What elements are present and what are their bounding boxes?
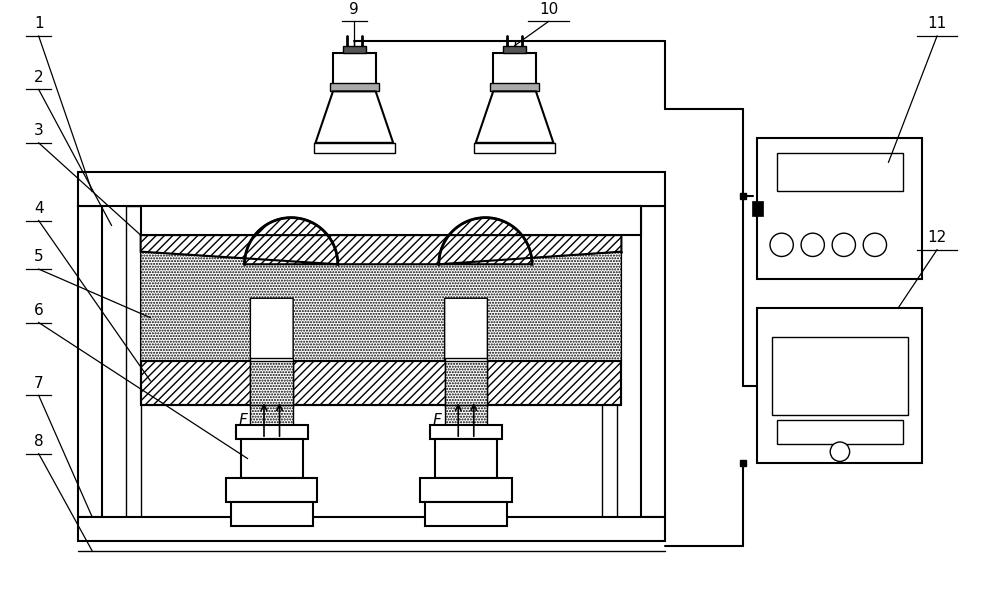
Bar bbox=[141, 206, 641, 235]
Polygon shape bbox=[141, 217, 621, 264]
Bar bbox=[78, 172, 665, 206]
Bar bbox=[777, 420, 903, 444]
Bar bbox=[78, 517, 665, 541]
Bar bbox=[435, 439, 497, 478]
Text: $F$: $F$ bbox=[432, 411, 443, 427]
Circle shape bbox=[830, 442, 850, 462]
Bar bbox=[757, 308, 922, 463]
Text: 2: 2 bbox=[34, 70, 43, 85]
Circle shape bbox=[863, 233, 887, 256]
Bar bbox=[430, 424, 502, 439]
Text: 3: 3 bbox=[34, 123, 44, 138]
Bar bbox=[757, 138, 922, 279]
Text: 6: 6 bbox=[34, 303, 44, 318]
Bar bbox=[490, 83, 539, 92]
Bar bbox=[236, 424, 308, 439]
Bar bbox=[420, 478, 512, 502]
Bar bbox=[493, 54, 536, 85]
Bar bbox=[445, 405, 487, 424]
Text: 10: 10 bbox=[539, 2, 558, 17]
Circle shape bbox=[832, 233, 855, 256]
Bar bbox=[330, 83, 379, 92]
Polygon shape bbox=[476, 92, 553, 143]
Bar bbox=[474, 143, 555, 152]
Polygon shape bbox=[141, 217, 621, 361]
Circle shape bbox=[770, 233, 793, 256]
Bar bbox=[78, 206, 102, 517]
Bar bbox=[445, 359, 487, 407]
Bar bbox=[126, 206, 141, 517]
Text: 8: 8 bbox=[34, 434, 43, 449]
Bar bbox=[503, 46, 526, 54]
Text: 9: 9 bbox=[349, 2, 359, 17]
Polygon shape bbox=[315, 92, 393, 143]
Bar bbox=[314, 143, 395, 152]
Bar bbox=[250, 361, 293, 405]
Bar bbox=[333, 54, 376, 85]
Circle shape bbox=[801, 233, 824, 256]
Bar bbox=[772, 337, 908, 415]
Text: 5: 5 bbox=[34, 249, 43, 264]
Bar bbox=[752, 200, 763, 216]
Bar bbox=[231, 502, 313, 527]
Bar bbox=[241, 439, 303, 478]
Bar bbox=[425, 502, 507, 527]
Text: 12: 12 bbox=[927, 230, 947, 245]
Text: 1: 1 bbox=[34, 16, 43, 31]
Text: $F$: $F$ bbox=[238, 411, 249, 427]
Text: 4: 4 bbox=[34, 201, 43, 216]
Bar bbox=[343, 46, 366, 54]
Bar bbox=[777, 152, 903, 191]
Text: 7: 7 bbox=[34, 375, 43, 391]
Bar bbox=[445, 361, 487, 405]
Bar bbox=[226, 478, 317, 502]
Bar bbox=[141, 361, 621, 405]
Bar bbox=[250, 405, 293, 424]
Text: 11: 11 bbox=[927, 16, 947, 31]
Bar bbox=[641, 206, 665, 517]
Bar bbox=[602, 206, 617, 517]
Bar bbox=[250, 359, 293, 407]
